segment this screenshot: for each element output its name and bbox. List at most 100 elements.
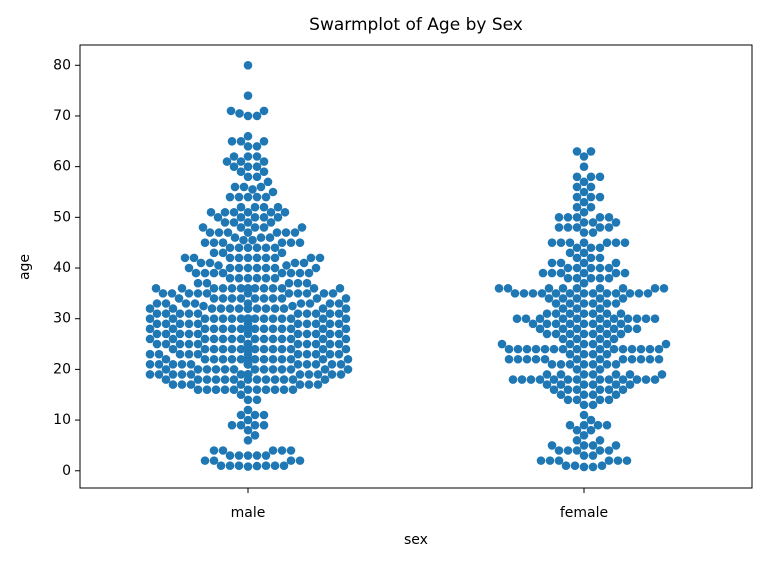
swarm-point [259,410,269,420]
swarm-point [200,354,210,364]
swarm-point [229,365,239,374]
swarm-point [579,309,589,318]
swarm-point [193,289,203,298]
swarm-point [556,238,566,247]
swarm-point [595,172,605,182]
swarm-point [595,263,605,273]
swarm-point [259,354,269,364]
swarm-point [225,253,235,263]
swarm-point [565,339,575,349]
y-tick-label: 50 [53,209,71,225]
swarm-point [604,385,614,394]
swarm-point [250,202,260,212]
swarm-point [595,304,605,313]
swarm-point [234,192,244,202]
swarm-point [193,375,203,384]
swarm-point [586,182,596,192]
swarm-point [209,268,219,278]
swarm-point [602,349,612,359]
swarm-point [618,385,628,394]
swarm-point [659,283,669,293]
swarm-point [579,238,589,247]
swarm-point [302,309,312,318]
swarm-point [243,415,253,425]
swarm-point [230,182,240,192]
swarm-point [243,425,253,435]
swarm-point [243,339,253,349]
swarm-point [250,365,260,374]
swarm-point [243,370,253,379]
swarm-point [604,456,614,465]
swarm-point [286,268,296,278]
y-tick-label: 40 [53,260,71,276]
swarm-point [236,157,246,166]
swarm-point [311,360,321,369]
swarm-point [236,213,246,222]
swarm-point [250,420,260,430]
swarm-point [513,344,523,354]
swarm-point [535,375,545,384]
swarm-point [595,223,605,232]
swarm-point [549,375,559,384]
swarm-point [595,283,605,293]
swarm-point [227,294,237,303]
swarm-point [236,380,246,389]
swarm-point [243,162,253,171]
swarm-point [180,253,190,263]
swarm-point [588,228,598,237]
swarm-point [196,258,206,268]
swarm-point [572,273,582,283]
swarm-point [572,324,582,334]
swarm-point [161,319,171,329]
swarm-point [288,385,298,394]
swarm-point [277,314,287,324]
swarm-point [306,253,316,263]
swarm-point [259,294,269,303]
swarm-point [334,349,344,359]
swarm-point [270,263,280,273]
swarm-point [625,289,635,298]
swarm-point [227,420,237,430]
swarm-point [227,283,237,293]
swarm-point [184,319,194,329]
swarm-point [579,218,589,227]
swarm-point [565,319,575,329]
swarm-point [161,329,171,339]
swarm-point [286,238,296,247]
swarm-point [318,324,328,334]
swarm-point [336,370,346,379]
swarm-point [572,395,582,405]
swarm-point [586,253,596,263]
swarm-point [186,380,196,389]
swarm-point [239,182,249,192]
swarm-point [252,375,262,384]
swarm-point [609,344,619,354]
swarm-point [618,283,628,293]
swarm-point [595,192,605,202]
swarm-point [277,446,287,455]
swarm-point [579,152,589,161]
swarm-point [198,223,208,232]
swarm-point [259,167,269,177]
swarm-point [611,380,621,389]
swarm-point [572,436,582,445]
swarm-point [227,334,237,344]
swarm-point [611,370,621,379]
swarm-point [611,289,621,298]
swarm-point [565,309,575,318]
swarm-point [556,370,566,379]
swarm-point [225,461,235,470]
swarm-point [535,324,545,334]
x-axis-label: sex [404,532,428,548]
swarm-point [579,278,589,288]
swarm-point [579,400,589,410]
swarm-point [252,273,262,283]
swarm-point [572,294,582,303]
swarm-point [234,243,244,253]
swarm-point [551,309,561,318]
swarm-point [225,304,235,313]
swarm-point [313,370,323,379]
swarm-point [184,349,194,359]
swarm-point [261,385,271,394]
swarm-point [268,283,278,293]
